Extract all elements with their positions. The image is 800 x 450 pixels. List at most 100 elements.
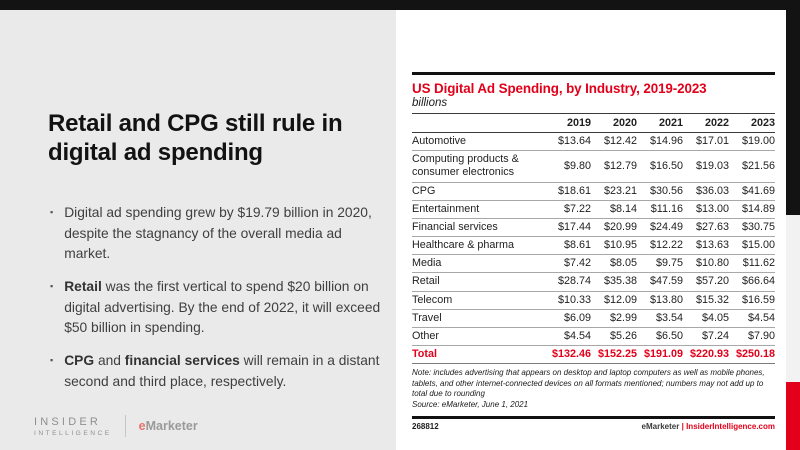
year-header: 2020 (591, 113, 637, 133)
value-cell: $4.54 (545, 327, 591, 347)
value-cell: $21.56 (729, 150, 775, 183)
table-row: Healthcare & pharma $8.61 $10.95 $12.22 $13.… (412, 236, 775, 256)
value-cell: $6.50 (637, 327, 683, 347)
row-label: Telecom (412, 291, 545, 310)
value-cell: $19.00 (729, 132, 775, 152)
row-label: Travel (412, 309, 545, 328)
chart-subtitle: billions (412, 97, 448, 109)
value-cell: $12.09 (591, 291, 637, 310)
bullet-square-icon: ▪ (50, 281, 54, 292)
data-table: 2019 2020 2021 2022 2023 Automotive $13.64 $12… (412, 113, 775, 365)
bullet-text: Digital ad spending grew by $19.79 billi… (64, 203, 384, 265)
row-label: Computing products & consumer electronic… (412, 150, 545, 183)
value-cell: $12.22 (637, 236, 683, 256)
value-cell: $7.22 (545, 200, 591, 219)
bullet-text: Retail was the first vertical to spend $… (64, 277, 384, 339)
value-cell: $30.56 (637, 182, 683, 201)
row-label: Financial services (412, 218, 545, 238)
year-header: 2022 (683, 113, 729, 133)
row-label: Automotive (412, 132, 545, 152)
bullet-segment: financial services (124, 353, 240, 369)
chart-title: US Digital Ad Spending, by Industry, 201… (412, 81, 707, 96)
row-label: CPG (412, 182, 545, 201)
table-row: Computing products & consumer electronic… (412, 150, 775, 183)
value-cell: $15.00 (729, 236, 775, 256)
value-cell: $2.99 (591, 309, 637, 328)
value-cell: $3.54 (637, 309, 683, 328)
footer-url: InsiderIntelligence.com (686, 421, 775, 431)
table-header: 2019 2020 2021 2022 2023 (412, 113, 775, 133)
slide-headline: Retail and CPG still rule in digital ad … (48, 110, 343, 167)
table-row: Financial services $17.44 $20.99 $24.49 $27.… (412, 218, 775, 238)
bullet-item: ▪ Digital ad spending grew by $19.79 bill… (50, 203, 384, 265)
row-label: Total (412, 345, 545, 365)
row-label: Entertainment (412, 200, 545, 219)
chart-card: US Digital Ad Spending, by Industry, 201… (396, 10, 786, 450)
value-cell: $24.49 (637, 218, 683, 238)
value-cell: $27.63 (683, 218, 729, 238)
value-cell: $19.03 (683, 150, 729, 183)
value-cell: $20.99 (591, 218, 637, 238)
value-cell: $8.61 (545, 236, 591, 256)
bullet-segment: and (94, 353, 125, 369)
value-cell: $14.89 (729, 200, 775, 219)
insider-line1: INSIDER (34, 415, 102, 428)
row-label: Healthcare & pharma (412, 236, 545, 256)
value-cell: $57.20 (683, 272, 729, 292)
chart-source: Source: eMarketer, June 1, 2021 (412, 400, 529, 410)
insider-line2: INTELLIGENCE (34, 429, 112, 437)
footer-emarketer: eMarketer (641, 421, 680, 431)
value-cell: $11.16 (637, 200, 683, 219)
bullet-list: ▪ Digital ad spending grew by $19.79 bill… (50, 203, 384, 405)
value-cell: $47.59 (637, 272, 683, 292)
value-cell: $18.61 (545, 182, 591, 201)
value-cell: $152.25 (591, 345, 637, 365)
value-cell: $35.38 (591, 272, 637, 292)
value-cell: $7.90 (729, 327, 775, 347)
value-cell: $28.74 (545, 272, 591, 292)
emarketer-rest: Marketer (145, 419, 198, 433)
value-cell: $8.05 (591, 254, 637, 274)
value-cell: $16.59 (729, 291, 775, 310)
value-cell: $23.21 (591, 182, 637, 201)
chart-footer-branding: eMarketer | InsiderIntelligence.com (642, 422, 775, 431)
table-body: Automotive $13.64 $12.42 $14.96 $17.01 $19.00… (412, 132, 775, 365)
right-edge-black-bar (786, 10, 800, 215)
emarketer-e: e (138, 419, 146, 433)
total-row: Total $132.46 $152.25 $191.09 $220.93 $250.18 (412, 345, 775, 365)
value-cell: $12.42 (591, 132, 637, 152)
value-cell: $4.54 (729, 309, 775, 328)
row-label: Media (412, 254, 545, 274)
chart-id: 268812 (412, 421, 439, 431)
bullet-segment: Retail (64, 279, 102, 295)
value-cell: $16.50 (637, 150, 683, 183)
value-cell: $13.64 (545, 132, 591, 152)
table-header-row: 2019 2020 2021 2022 2023 (412, 113, 775, 133)
bullet-segment: Digital ad spending grew by $19.79 billi… (64, 205, 372, 262)
footer-separator: | (681, 421, 684, 431)
value-cell: $41.69 (729, 182, 775, 201)
value-cell: $7.42 (545, 254, 591, 274)
value-cell: $30.75 (729, 218, 775, 238)
chart-bottom-rule (412, 415, 775, 419)
value-cell: $191.09 (637, 345, 683, 365)
value-cell: $220.93 (683, 345, 729, 365)
value-cell: $10.33 (545, 291, 591, 310)
value-cell: $8.14 (591, 200, 637, 219)
value-cell: $36.03 (683, 182, 729, 201)
table-row: Media $7.42 $8.05 $9.75 $10.80 $11.62 (412, 254, 775, 274)
value-cell: $10.80 (683, 254, 729, 274)
table-row: Telecom $10.33 $12.09 $13.80 $15.32 $16.59 (412, 291, 775, 310)
table-row: Entertainment $7.22 $8.14 $11.16 $13.00 $14.8… (412, 200, 775, 219)
value-cell: $5.26 (591, 327, 637, 347)
right-edge-red-bar (786, 382, 800, 450)
value-cell: $11.62 (729, 254, 775, 274)
value-cell: $15.32 (683, 291, 729, 310)
emarketer-wordmark: eMarketer (139, 419, 198, 433)
bullet-segment: CPG (64, 353, 95, 369)
chart-note: Note: includes advertising that appears … (412, 368, 765, 399)
value-cell: $13.00 (683, 200, 729, 219)
value-cell: $4.05 (683, 309, 729, 328)
bullet-item: ▪ Retail was the first vertical to spend … (50, 277, 384, 339)
chart-top-rule (412, 72, 775, 75)
